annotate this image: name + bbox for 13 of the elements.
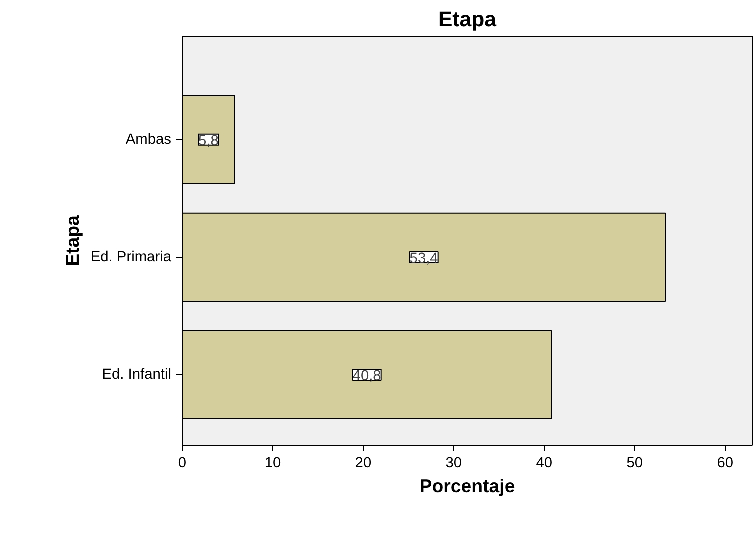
y-tick-label: Ed. Infantil (102, 366, 172, 383)
x-tick-label: 20 (355, 456, 372, 472)
x-tick-label: 0 (178, 456, 187, 472)
x-tick-label: 10 (264, 456, 282, 472)
x-tick-label: 60 (717, 456, 734, 472)
x-tick-label: 50 (626, 456, 644, 472)
x-axis-title: Porcentaje (420, 476, 516, 496)
y-axis-title: Etapa (62, 214, 83, 266)
x-tick-label: 40 (536, 456, 553, 472)
y-tick-label: Ambas (126, 132, 172, 148)
chart-title: Etapa (438, 8, 497, 32)
y-tick-label: Ed. Primaria (90, 249, 172, 266)
x-tick-label: 30 (446, 456, 462, 472)
